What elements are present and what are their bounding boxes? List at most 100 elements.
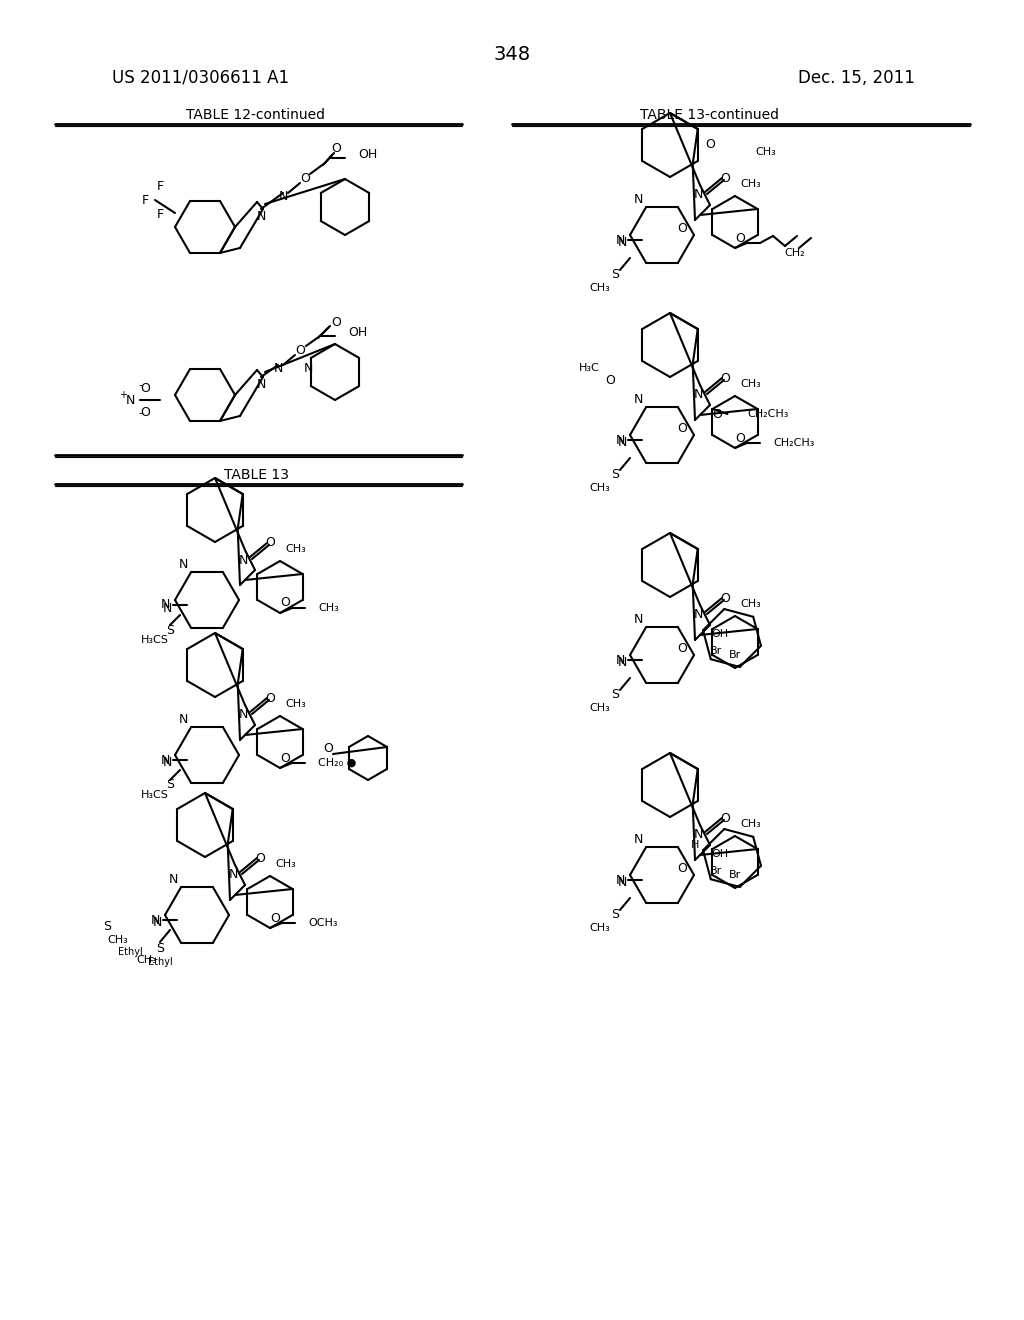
Text: N: N — [178, 558, 187, 570]
Text: TABLE 13: TABLE 13 — [223, 469, 289, 482]
Text: Br: Br — [710, 647, 722, 656]
Text: CH₃: CH₃ — [590, 282, 610, 293]
Text: N: N — [617, 437, 627, 450]
Text: S: S — [611, 268, 618, 281]
Text: OH: OH — [358, 149, 377, 161]
Text: N: N — [228, 869, 238, 882]
Text: CH₃: CH₃ — [740, 379, 761, 389]
Text: N: N — [693, 609, 702, 622]
Text: O: O — [140, 405, 150, 418]
Text: Br: Br — [710, 866, 722, 876]
Text: Ethyl: Ethyl — [118, 946, 142, 957]
Text: +: + — [119, 389, 127, 400]
Text: O: O — [331, 141, 341, 154]
Text: O: O — [677, 862, 687, 874]
Text: N: N — [615, 874, 625, 887]
Text: N: N — [256, 379, 265, 392]
Text: H: H — [691, 840, 699, 850]
Text: S: S — [103, 920, 111, 932]
Text: S: S — [156, 941, 164, 954]
Text: N: N — [615, 653, 625, 667]
Text: CH₃: CH₃ — [590, 704, 610, 713]
Text: N: N — [615, 433, 625, 446]
Text: N: N — [256, 210, 265, 223]
Text: N: N — [617, 656, 627, 669]
Text: O: O — [605, 374, 615, 387]
Text: O: O — [270, 912, 280, 924]
Text: TABLE 13-continued: TABLE 13-continued — [640, 108, 779, 121]
Text: N: N — [617, 236, 627, 249]
Text: CH₂CH₃: CH₂CH₃ — [748, 409, 788, 418]
Text: S: S — [166, 623, 174, 636]
Text: O: O — [295, 343, 305, 356]
Text: CH₃: CH₃ — [285, 700, 306, 709]
Text: S: S — [611, 908, 618, 921]
Text: O: O — [255, 851, 265, 865]
Text: -: - — [138, 408, 141, 418]
Text: N: N — [304, 362, 313, 375]
Text: CH₃: CH₃ — [755, 147, 776, 157]
Text: OH: OH — [711, 849, 728, 859]
Text: N: N — [693, 388, 702, 401]
Text: S: S — [611, 689, 618, 701]
Text: CH₃: CH₃ — [590, 483, 610, 492]
Text: N: N — [273, 363, 283, 375]
Text: F: F — [141, 194, 148, 206]
Text: N: N — [163, 602, 172, 615]
Text: CH₂: CH₂ — [784, 248, 805, 257]
Text: N: N — [168, 873, 178, 886]
Text: O: O — [735, 432, 744, 445]
Text: H₃CS: H₃CS — [141, 789, 169, 800]
Text: N: N — [161, 754, 170, 767]
Text: N: N — [617, 876, 627, 890]
Text: O: O — [331, 315, 341, 329]
Text: N: N — [615, 234, 625, 247]
Text: N: N — [693, 829, 702, 842]
Text: N: N — [163, 756, 172, 770]
Text: Ethyl: Ethyl — [147, 957, 172, 968]
Text: O: O — [706, 139, 715, 152]
Text: N: N — [633, 833, 643, 846]
Text: N: N — [125, 393, 135, 407]
Text: CH₃: CH₃ — [285, 544, 306, 554]
Text: O: O — [677, 421, 687, 434]
Text: O: O — [323, 742, 333, 755]
Text: N: N — [633, 193, 643, 206]
Text: N: N — [693, 189, 702, 202]
Text: Br: Br — [729, 649, 741, 660]
Text: O: O — [720, 172, 730, 185]
Text: F: F — [157, 181, 164, 194]
Text: S: S — [611, 469, 618, 482]
Text: CH₃: CH₃ — [740, 599, 761, 609]
Text: Dec. 15, 2011: Dec. 15, 2011 — [798, 69, 915, 87]
Text: N: N — [633, 612, 643, 626]
Text: N: N — [279, 190, 288, 203]
Text: CH₃: CH₃ — [318, 603, 339, 612]
Text: CH₃: CH₃ — [275, 859, 296, 869]
Text: Br: Br — [729, 870, 741, 880]
Text: US 2011/0306611 A1: US 2011/0306611 A1 — [112, 69, 289, 87]
Text: OCH₃: OCH₃ — [308, 917, 338, 928]
Text: N: N — [239, 709, 248, 722]
Text: S: S — [166, 779, 174, 792]
Text: O: O — [140, 381, 150, 395]
Text: O: O — [265, 536, 274, 549]
Text: O: O — [280, 751, 290, 764]
Text: N: N — [151, 913, 160, 927]
Text: O: O — [677, 222, 687, 235]
Text: N: N — [153, 916, 162, 929]
Text: O: O — [735, 231, 744, 244]
Text: O: O — [300, 172, 310, 185]
Text: O: O — [280, 597, 290, 610]
Text: N: N — [633, 393, 643, 405]
Text: OH: OH — [711, 630, 728, 639]
Text: -: - — [138, 380, 141, 389]
Text: N: N — [161, 598, 170, 611]
Text: CH₂CH₃: CH₂CH₃ — [773, 438, 814, 447]
Text: OH: OH — [348, 326, 368, 339]
Text: N: N — [239, 553, 248, 566]
Text: CH₂₀ ●: CH₂₀ ● — [318, 758, 356, 768]
Text: TABLE 12-continued: TABLE 12-continued — [186, 108, 326, 121]
Text: O: O — [720, 591, 730, 605]
Text: CH₃: CH₃ — [740, 180, 761, 189]
